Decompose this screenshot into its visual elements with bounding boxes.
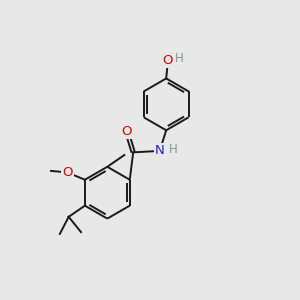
Text: O: O <box>62 166 72 179</box>
Text: N: N <box>155 144 165 158</box>
Text: O: O <box>122 125 132 138</box>
Text: O: O <box>163 54 173 67</box>
Text: H: H <box>175 52 184 65</box>
Text: H: H <box>169 142 178 156</box>
